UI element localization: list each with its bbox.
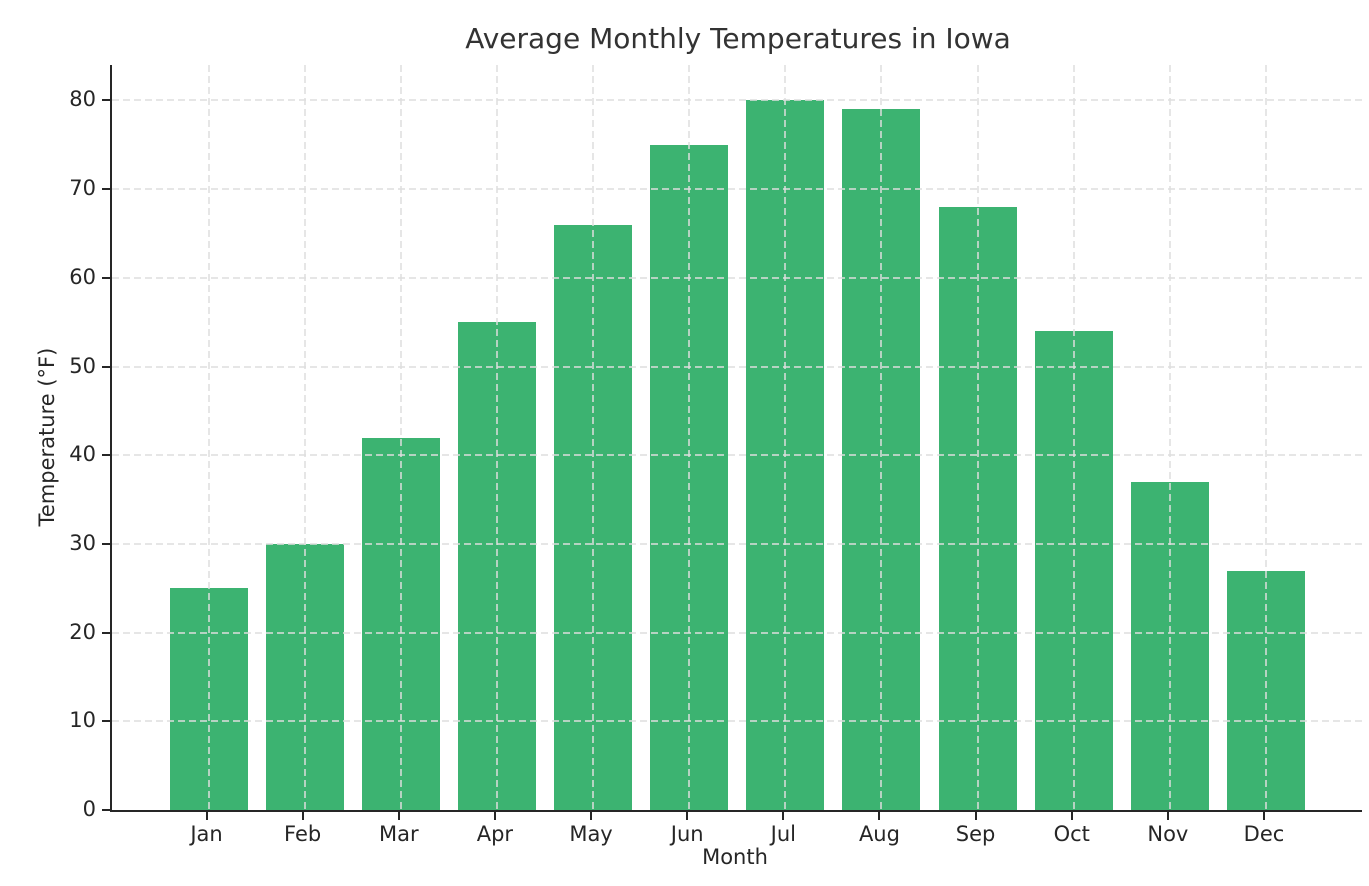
bar-jan	[169, 588, 248, 810]
x-tick-mar	[397, 812, 400, 820]
x-tick-jul	[782, 812, 785, 820]
y-tick-0	[102, 809, 110, 811]
y-tick-label-30: 30	[69, 530, 96, 555]
y-tick-80	[102, 99, 110, 102]
h-gridline-70	[112, 188, 1362, 191]
x-tick-label-dec: Dec	[1243, 822, 1285, 846]
x-tick-feb	[301, 812, 304, 820]
x-tick-label-jul: Jul	[770, 822, 796, 846]
y-tick-label-10: 10	[69, 708, 96, 733]
y-tick-label-0: 0	[82, 797, 96, 821]
x-tick-label-jan: Jan	[190, 822, 223, 846]
bar-feb	[265, 543, 344, 810]
bar-apr	[457, 322, 536, 810]
bar-dec	[1227, 570, 1305, 810]
h-gridline-40	[112, 454, 1362, 457]
bar-nov	[1130, 481, 1209, 810]
y-tick-label-20: 20	[69, 619, 96, 644]
y-tick-label-60: 60	[69, 264, 96, 289]
bar-mar	[361, 437, 440, 810]
x-tick-label-nov: Nov	[1147, 822, 1189, 846]
h-gridline-60	[112, 276, 1362, 279]
bar-jun	[650, 144, 729, 810]
y-tick-label-40: 40	[69, 442, 96, 467]
x-tick-aug	[878, 812, 881, 820]
x-tick-label-may: May	[569, 822, 613, 846]
x-tick-oct	[1070, 812, 1073, 820]
y-tick-50	[102, 365, 110, 368]
y-tick-10	[102, 720, 110, 723]
x-tick-label-feb: Feb	[284, 822, 322, 846]
x-tick-dec	[1263, 812, 1265, 820]
y-tick-label-50: 50	[69, 353, 96, 378]
x-tick-label-oct: Oct	[1053, 822, 1090, 846]
x-axis-label: Month	[702, 845, 768, 869]
x-tick-nov	[1166, 812, 1169, 820]
h-gridline-80	[112, 99, 1362, 102]
bar-aug	[842, 109, 921, 810]
x-tick-label-mar: Mar	[378, 822, 419, 846]
y-tick-20	[102, 631, 110, 634]
bar-oct	[1034, 331, 1113, 810]
bar-may	[554, 224, 633, 810]
bar-jul	[746, 100, 825, 810]
x-tick-label-apr: Apr	[476, 822, 514, 846]
y-tick-70	[102, 188, 110, 191]
bar-sep	[938, 206, 1017, 810]
x-tick-may	[590, 812, 593, 820]
y-tick-label-70: 70	[69, 176, 96, 201]
x-tick-sep	[974, 812, 977, 820]
x-tick-label-sep: Sep	[955, 822, 996, 846]
plot-area	[110, 65, 1362, 812]
y-tick-label-80: 80	[69, 87, 96, 112]
y-tick-30	[102, 542, 110, 545]
x-tick-jun	[686, 812, 689, 820]
chart-title: Average Monthly Temperatures in Iowa	[465, 22, 1011, 55]
y-tick-60	[102, 276, 110, 279]
x-tick-jan	[205, 812, 208, 820]
x-tick-label-aug: Aug	[858, 822, 900, 846]
x-tick-label-jun: Jun	[670, 822, 704, 846]
h-gridline-50	[112, 365, 1362, 368]
y-tick-40	[102, 454, 110, 457]
x-tick-apr	[493, 812, 496, 820]
